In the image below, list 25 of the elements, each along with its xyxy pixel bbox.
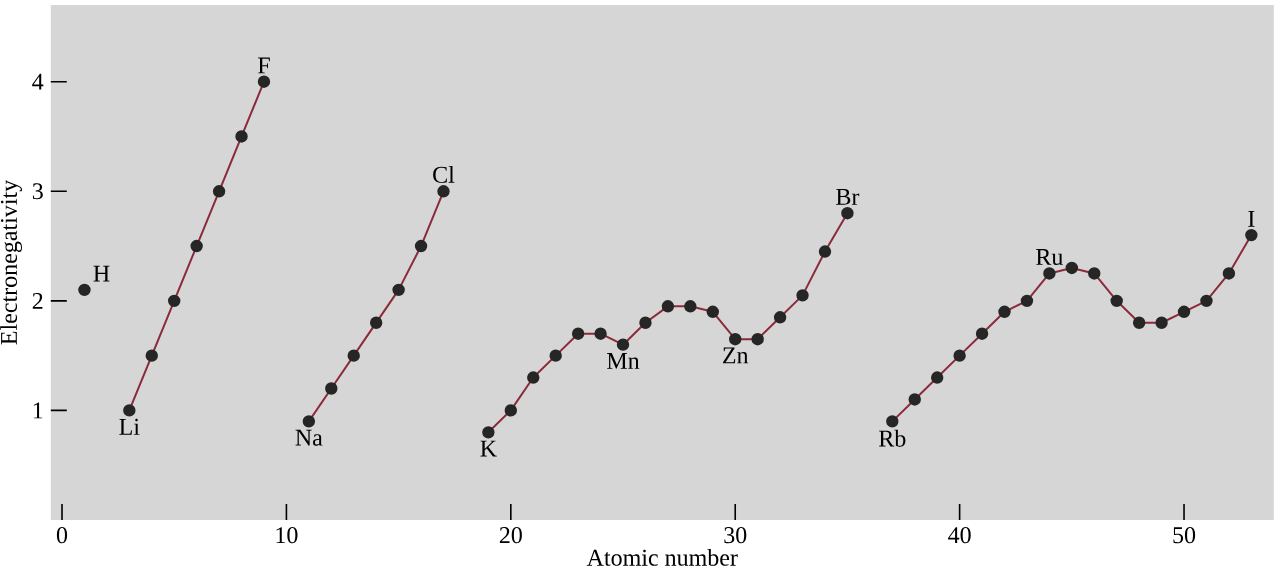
- y-axis-title: Electronegativity: [0, 179, 22, 345]
- x-axis-title: Atomic number: [586, 548, 738, 566]
- x-tick-label: 10: [276, 527, 298, 544]
- annotation: Mn: [607, 353, 640, 369]
- x-tick-label: 0: [56, 527, 68, 544]
- y-tick-label: 2: [32, 292, 43, 309]
- point: [78, 283, 91, 297]
- x-tick-label: 40: [948, 527, 971, 544]
- annotation: Br: [836, 188, 860, 205]
- x-tick-label: 20: [499, 527, 522, 544]
- annotation: F: [257, 57, 270, 74]
- annotation: Na: [295, 429, 323, 446]
- annotation: K: [480, 440, 497, 457]
- annotation: H: [93, 265, 110, 282]
- x-tick-label: 30: [724, 527, 747, 544]
- annotation: Cl: [433, 165, 455, 183]
- annotation: Ru: [1036, 249, 1063, 266]
- annotation: I: [1248, 210, 1255, 227]
- annotation: Rb: [878, 429, 906, 447]
- x-tick-label: 50: [1173, 527, 1196, 544]
- y-tick-label: 1: [33, 402, 43, 419]
- y-tick-label: 3: [32, 183, 43, 200]
- annotation: Zn: [723, 347, 749, 364]
- y-tick-label: 4: [32, 73, 44, 90]
- annotation: Li: [119, 418, 140, 435]
